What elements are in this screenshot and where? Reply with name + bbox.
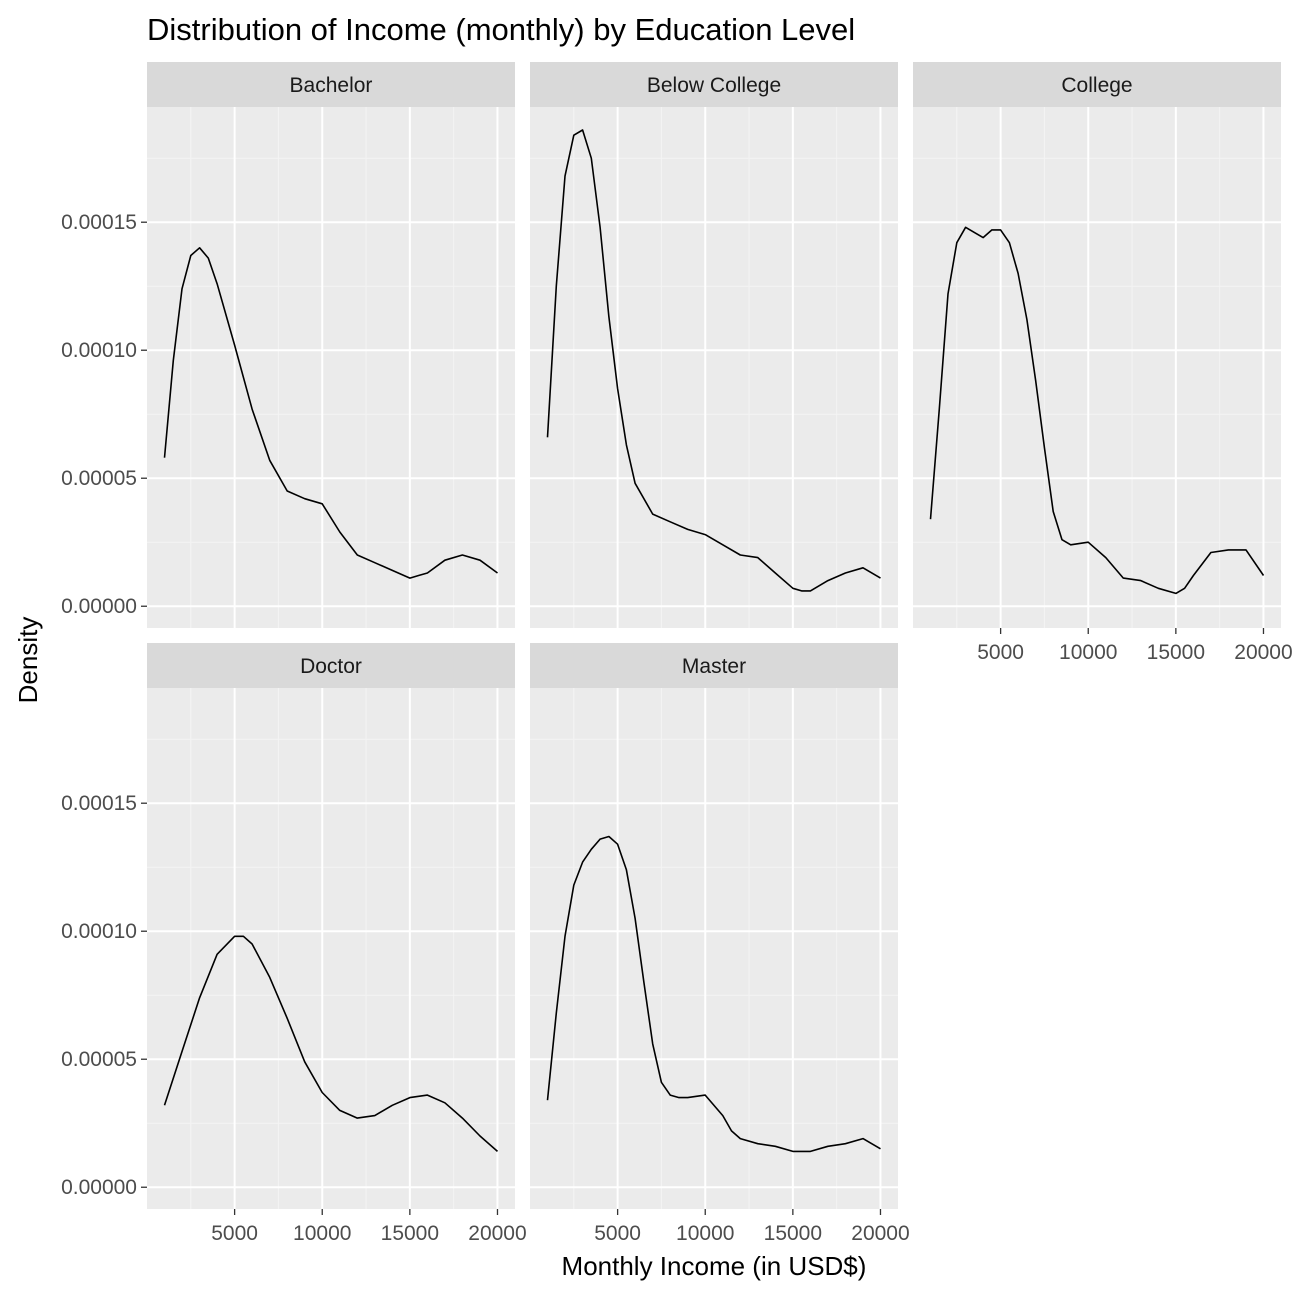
strip-college [913, 62, 1281, 107]
strip-master [530, 643, 898, 688]
y-tick-label: 0.00000 [61, 595, 137, 618]
strip-label-doctor: Doctor [300, 655, 362, 678]
x-axis-title: Monthly Income (in USD$) [562, 1251, 867, 1281]
strip-below-college [530, 62, 898, 107]
density-line-master [546, 835, 881, 1153]
chart-title: Distribution of Income (monthly) by Educ… [147, 12, 855, 47]
x-tick-label: 5000 [594, 1222, 641, 1245]
x-tick-label: 15000 [381, 1222, 439, 1245]
x-tick-label: 10000 [1059, 641, 1117, 664]
panel-background-below-college [530, 107, 898, 628]
panel-background-master [530, 688, 898, 1209]
x-tick-label: 20000 [851, 1222, 909, 1245]
strip-label-bachelor: Bachelor [290, 74, 373, 97]
y-tick-label: 0.00000 [61, 1176, 137, 1199]
density-line-doctor [163, 935, 499, 1153]
y-tick-label: 0.00005 [61, 467, 137, 490]
y-axis-title: Density [13, 617, 43, 704]
strip-doctor [147, 643, 515, 688]
panel-college: College 5000 10000 15000 20000 [913, 62, 1293, 664]
strip-label-college: College [1061, 74, 1132, 97]
x-tick-label: 15000 [764, 1222, 822, 1245]
density-line-below-college [546, 129, 881, 592]
y-tick-label: 0.00015 [61, 211, 137, 234]
strip-label-master: Master [682, 655, 746, 678]
density-line-college [929, 226, 1265, 595]
panel-doctor: Doctor 0.00000 0.00005 0.00010 0.00015 5000 10… [61, 643, 527, 1245]
strip-label-below-college: Below College [647, 74, 781, 97]
y-tick-label: 0.00005 [61, 1048, 137, 1071]
y-tick-label: 0.00010 [61, 339, 137, 362]
y-tick-label: 0.00015 [61, 792, 137, 815]
x-tick-label: 5000 [211, 1222, 258, 1245]
density-line-bachelor [163, 247, 498, 579]
strip-bachelor [147, 62, 515, 107]
x-tick-label: 10000 [676, 1222, 734, 1245]
panel-below-college: Below College [530, 62, 898, 628]
panel-master: Master 5000 10000 15000 20000 [530, 643, 910, 1245]
x-tick-label: 15000 [1147, 641, 1205, 664]
x-tick-label: 10000 [293, 1222, 351, 1245]
x-tick-label: 20000 [1234, 641, 1292, 664]
panel-bachelor: Bachelor 0.00000 0.00005 0.00010 0.00015 [61, 62, 515, 628]
panel-background-doctor [147, 688, 515, 1209]
x-tick-label: 20000 [468, 1222, 526, 1245]
y-tick-label: 0.00010 [61, 920, 137, 943]
facet-panels: Bachelor 0.00000 0.00005 0.00010 0.00015 Belo… [61, 62, 1293, 1245]
panel-background-bachelor [147, 107, 515, 628]
x-tick-label: 5000 [977, 641, 1024, 664]
